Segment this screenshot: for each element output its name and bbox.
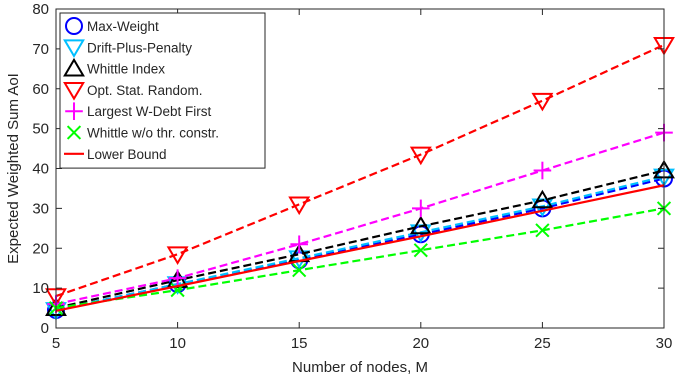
data-point-shape — [531, 92, 554, 112]
x-tick-label: 25 — [534, 335, 551, 352]
legend-item: Whittle w/o thr. constr. — [66, 125, 219, 141]
x-axis-label: Number of nodes, M — [292, 359, 428, 376]
y-tick-label: 10 — [32, 280, 49, 297]
legend-box — [59, 12, 266, 169]
legend-marker — [65, 17, 83, 35]
data-point — [409, 215, 432, 235]
legend-marker — [63, 57, 85, 77]
legend-item: Largest W-Debt First — [65, 102, 212, 120]
data-point-d2 — [413, 243, 428, 258]
data-point — [533, 161, 552, 180]
y-axis-label: Expected Weighted Sum AoI — [5, 73, 22, 264]
legend-marker-shape — [63, 39, 85, 59]
legend-marker — [63, 39, 85, 59]
x-tick-label: 5 — [52, 335, 60, 352]
legend-label: Max-Weight — [87, 19, 159, 34]
series-line — [55, 207, 665, 310]
data-point — [409, 146, 432, 166]
series-line — [55, 175, 665, 312]
series-7 — [55, 184, 665, 312]
y-tick-label: 40 — [32, 161, 49, 178]
legend: Max-Weight Drift-Plus-Penalty Whittle Inde… — [59, 12, 266, 169]
data-point — [290, 235, 308, 254]
series-line — [55, 184, 665, 312]
x-tick-label: 15 — [291, 335, 308, 352]
series-6 — [48, 201, 672, 316]
data-point — [531, 92, 554, 112]
y-tick-label: 20 — [32, 240, 49, 257]
data-point — [413, 243, 428, 258]
legend-marker — [65, 102, 83, 120]
legend-marker — [63, 82, 85, 101]
legend-item: Lower Bound — [64, 147, 167, 162]
legend-item: Whittle Index — [63, 57, 165, 77]
data-point-shape — [409, 146, 432, 166]
data-point — [168, 269, 187, 287]
y-tick-label: 30 — [32, 200, 49, 217]
data-point — [412, 199, 430, 218]
data-point-shape — [288, 196, 311, 216]
legend-label: Whittle w/o thr. constr. — [87, 126, 219, 141]
data-point — [292, 263, 307, 278]
data-point — [288, 196, 311, 216]
y-tick-label: 0 — [41, 320, 49, 337]
data-point — [531, 189, 554, 209]
x-tick-label: 30 — [656, 335, 673, 352]
data-point-shape — [531, 189, 554, 209]
series-line — [55, 43, 665, 298]
data-point — [166, 246, 189, 265]
y-tick-label: 70 — [32, 41, 49, 58]
legend-marker-d2 — [66, 125, 82, 140]
x-tick-label: 10 — [169, 335, 186, 352]
legend-label: Opt. Stat. Random. — [87, 83, 203, 98]
legend-marker — [66, 125, 82, 140]
data-point-shape — [409, 215, 432, 235]
y-tick-label: 60 — [32, 81, 49, 98]
y-tick-label: 80 — [32, 1, 49, 18]
y-tick-label: 50 — [32, 121, 49, 138]
axes: 5 10 15 20 25 30 0 10 20 30 40 50 60 70 80 — [32, 1, 672, 352]
legend-label: Lower Bound — [87, 147, 167, 162]
data-point-shape — [166, 246, 189, 265]
data-point-d2 — [292, 263, 307, 278]
legend-label: Largest W-Debt First — [87, 104, 212, 119]
legend-label: Drift-Plus-Penalty — [87, 40, 192, 55]
legend-label: Whittle Index — [87, 62, 165, 77]
legend-item: Drift-Plus-Penalty — [63, 39, 192, 59]
legend-item: Max-Weight — [65, 17, 159, 35]
data-point — [535, 223, 550, 238]
series-line — [55, 131, 665, 306]
legend-item: Opt. Stat. Random. — [63, 82, 203, 101]
legend-marker-shape — [63, 82, 85, 101]
x-tick-label: 20 — [412, 335, 429, 352]
legend-marker-shape — [65, 17, 83, 35]
legend-marker-shape — [63, 57, 85, 77]
series-4 — [45, 36, 675, 307]
series-line — [55, 169, 665, 310]
data-point-d2 — [535, 223, 550, 238]
